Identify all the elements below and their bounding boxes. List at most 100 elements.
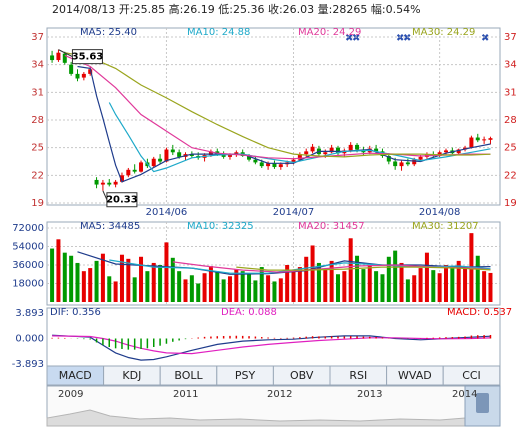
volume-bar bbox=[88, 268, 93, 302]
tab-label[interactable]: OBV bbox=[290, 369, 314, 382]
volume-bar bbox=[139, 256, 144, 302]
volume-bar bbox=[329, 260, 334, 302]
candle-body bbox=[266, 163, 271, 167]
tab[interactable] bbox=[442, 365, 501, 386]
candle-body bbox=[253, 159, 258, 163]
legend-entry: DEA: 0.088 bbox=[221, 307, 277, 318]
volume-bar bbox=[456, 260, 461, 302]
candle-body bbox=[304, 151, 309, 155]
ma-line bbox=[64, 54, 491, 160]
volume-bar bbox=[361, 269, 366, 302]
volume-bar bbox=[151, 262, 156, 302]
navigator-year: 2012 bbox=[267, 389, 292, 400]
ma-line bbox=[108, 102, 491, 173]
y-tick-label: 18000 bbox=[12, 279, 44, 290]
tab-label[interactable]: RSI bbox=[349, 369, 367, 382]
candle-body bbox=[310, 146, 315, 152]
volume-bar bbox=[431, 270, 436, 302]
y-tick-label-right: 25 bbox=[504, 143, 517, 154]
y-tick-label-right: 31 bbox=[504, 87, 517, 98]
y-tick-label: -3.893 bbox=[12, 359, 44, 370]
navigator-year: 2013 bbox=[357, 389, 382, 400]
volume-bar bbox=[81, 271, 86, 302]
event-marker: ✖ bbox=[481, 33, 489, 44]
volume-bar bbox=[227, 276, 232, 302]
tab-label[interactable]: WVAD bbox=[398, 369, 432, 382]
candle-body bbox=[100, 182, 105, 185]
candle-body bbox=[443, 150, 448, 153]
navigator-year: 2014 bbox=[452, 389, 477, 400]
candle-body bbox=[393, 161, 398, 167]
volume-bar bbox=[405, 279, 410, 302]
ma-line bbox=[64, 52, 491, 158]
y-tick-label: 22 bbox=[31, 170, 44, 181]
volume-bar bbox=[202, 273, 207, 302]
volume-bar bbox=[482, 271, 487, 302]
volume-bar bbox=[475, 255, 480, 302]
candle-body bbox=[81, 73, 86, 78]
y-tick-label-right: 19 bbox=[504, 198, 517, 209]
legend-entry: MA20: 31457 bbox=[298, 221, 365, 232]
candle-body bbox=[456, 149, 461, 154]
candle-body bbox=[247, 155, 252, 160]
volume-bar bbox=[418, 268, 423, 302]
candle-body bbox=[75, 73, 80, 79]
volume-bar bbox=[62, 252, 67, 302]
annotation-box bbox=[106, 192, 138, 208]
volume-bar bbox=[75, 262, 80, 302]
candle-body bbox=[158, 158, 163, 162]
candle-body bbox=[69, 64, 74, 74]
volume-bar bbox=[221, 279, 226, 302]
y-tick-label: 3.893 bbox=[15, 308, 44, 319]
y-tick-label: 54000 bbox=[12, 242, 44, 253]
volume-panel bbox=[46, 221, 501, 306]
volume-bar bbox=[297, 267, 302, 302]
candle-body bbox=[278, 164, 283, 168]
legend-entry: DIF: 0.356 bbox=[50, 307, 101, 318]
candle-body bbox=[348, 144, 353, 151]
candle-body bbox=[259, 162, 264, 167]
candle-body bbox=[107, 182, 112, 185]
tab-label[interactable]: BOLL bbox=[174, 369, 203, 382]
volume-bar bbox=[386, 256, 391, 302]
y-tick-label: 19 bbox=[31, 198, 44, 209]
navigator-year: 2011 bbox=[173, 389, 198, 400]
volume-bar bbox=[424, 252, 429, 302]
volume-bar bbox=[183, 279, 188, 302]
volume-bar bbox=[69, 255, 74, 302]
tab-label[interactable]: CCI bbox=[462, 369, 481, 382]
candle-body bbox=[488, 138, 493, 140]
candle-body bbox=[94, 179, 99, 185]
legend-entry: MA20: 24.29 bbox=[298, 27, 361, 38]
x-tick-label: 2014/07 bbox=[273, 207, 315, 218]
volume-bar bbox=[158, 265, 163, 302]
volume-bar bbox=[177, 271, 182, 302]
candle-body bbox=[170, 149, 175, 153]
candle-body bbox=[132, 169, 137, 172]
annotation-box bbox=[71, 49, 103, 65]
legend-entry: MA10: 24.88 bbox=[187, 27, 250, 38]
tab-label[interactable]: KDJ bbox=[122, 369, 141, 382]
volume-bar bbox=[316, 262, 321, 302]
tab-label[interactable]: MACD bbox=[59, 369, 92, 382]
candle-body bbox=[62, 53, 67, 63]
volume-bar bbox=[196, 283, 201, 302]
candle-body bbox=[221, 154, 226, 157]
candle-body bbox=[412, 159, 417, 165]
candle-body bbox=[139, 162, 144, 172]
candle-body bbox=[291, 159, 296, 163]
y-tick-label-right: 22 bbox=[504, 170, 517, 181]
tab-label[interactable]: PSY bbox=[235, 369, 256, 382]
volume-bar bbox=[145, 271, 150, 302]
volume-bar bbox=[443, 265, 448, 302]
candle-body bbox=[227, 155, 232, 157]
volume-bar bbox=[374, 271, 379, 302]
y-tick-label: 34 bbox=[31, 60, 44, 71]
navigator-handle[interactable] bbox=[476, 393, 489, 413]
volume-bar bbox=[272, 281, 277, 302]
volume-bar bbox=[164, 242, 169, 302]
legend-entry: MACD: 0.537 bbox=[447, 307, 512, 318]
candle-body bbox=[418, 156, 423, 160]
candle-body bbox=[437, 152, 442, 156]
candle-body bbox=[374, 148, 379, 152]
